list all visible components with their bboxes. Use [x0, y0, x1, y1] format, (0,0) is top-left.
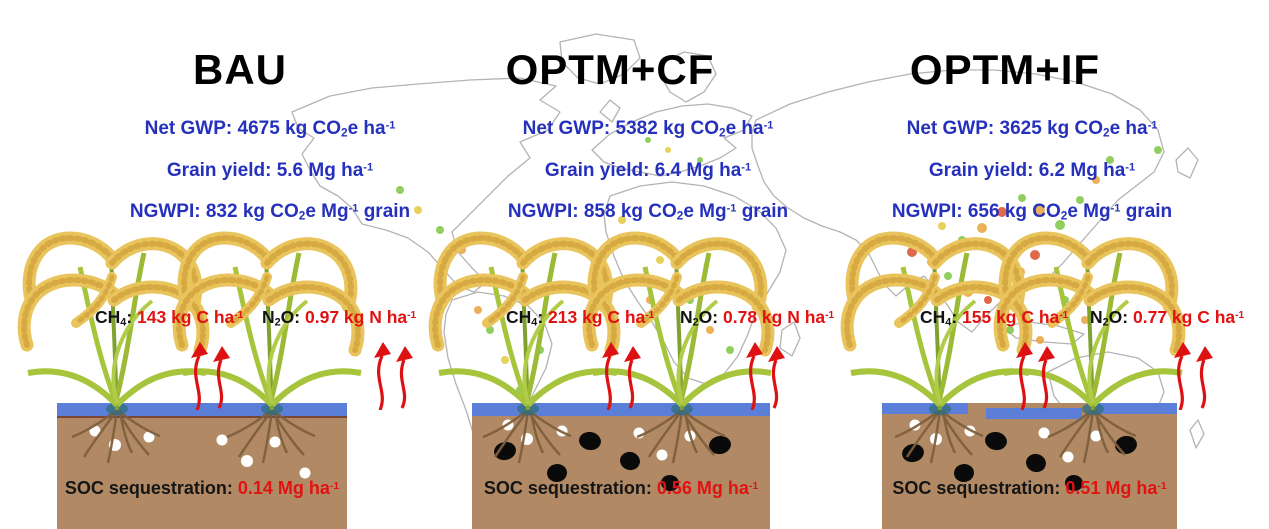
net-gwp-line: Net GWP: 3625 kg CO2e ha-1 [906, 118, 1158, 140]
continent-north-america [291, 77, 561, 293]
net-gwp-line: Net GWP: 4675 kg CO2e ha-1 [144, 118, 396, 140]
emission-arrows-icon [744, 340, 787, 410]
soil-block-optm-cf [472, 403, 770, 529]
stats-column-optm-if: Net GWP: 3625 kg CO2e ha-1 Grain yield: … [840, 119, 1224, 245]
soc-sequestration-optm-if: SOC sequestration: 0.51 Mg ha-1 [892, 478, 1167, 498]
soil-bubbles-and-organic-matter [494, 419, 731, 492]
emission-arrows-icon [1172, 340, 1215, 410]
ch4-label-optm-if: CH4: 155 kg C ha-1 [920, 307, 1069, 329]
n2o-label-bau: N2O: 0.97 kg N ha-1 [262, 307, 417, 329]
soc-sequestration-bau: SOC sequestration: 0.14 Mg ha-1 [64, 478, 340, 498]
island-new-zealand [1189, 419, 1205, 449]
region-scandinavia [659, 51, 717, 103]
stats-column-bau: Net GWP: 4675 kg CO2e ha-1 Grain yield: … [78, 119, 462, 245]
grain-yield-line: Grain yield: 6.2 Mg ha-1 [928, 160, 1136, 182]
panel-title-optm-if: OPTM+IF [909, 46, 1101, 93]
net-gwp-line: Net GWP: 5382 kg CO2e ha-1 [522, 118, 774, 140]
emission-arrows-icon [189, 340, 232, 410]
soil-bubbles [89, 425, 311, 479]
island-greenland [559, 33, 641, 85]
emission-arrows-icon [600, 340, 643, 410]
emission-arrows-icon [1014, 340, 1057, 410]
flood-water-segment [986, 408, 1082, 419]
soil-bubbles-and-organic-matter [902, 419, 1137, 492]
island-madagascar [779, 321, 801, 357]
island-britain [599, 99, 621, 123]
grain-yield-line: Grain yield: 6.4 Mg ha-1 [544, 160, 752, 182]
ngwpi-line: NGWPI: 858 kg CO2e Mg-1 grain [507, 201, 789, 223]
ngwpi-line: NGWPI: 656 kg CO2e Mg-1 grain [891, 201, 1173, 223]
flood-water-segment [1094, 403, 1177, 414]
ch4-label-bau: CH4: 143 kg C ha-1 [95, 307, 244, 329]
soil-block-optm-if [882, 403, 1177, 529]
flood-water-layer [472, 403, 770, 416]
panel-title-bau: BAU [193, 46, 287, 93]
soc-sequestration-optm-cf: SOC sequestration: 0.56 Mg ha-1 [483, 478, 759, 498]
organic-matter-blobs [494, 431, 731, 492]
continent-europe [591, 103, 753, 177]
n2o-label-optm-cf: N2O: 0.78 kg N ha-1 [680, 307, 835, 329]
panel-title-optm-cf: OPTM+CF [505, 46, 715, 93]
grain-yield-line: Grain yield: 5.6 Mg ha-1 [166, 160, 374, 182]
emission-arrows-icon [372, 340, 415, 410]
flood-water-segment [882, 403, 968, 414]
organic-matter-blobs [902, 431, 1137, 492]
stats-column-optm-cf: Net GWP: 5382 kg CO2e ha-1 Grain yield: … [456, 119, 840, 245]
ch4-label-optm-cf: CH4: 213 kg C ha-1 [506, 307, 655, 329]
ngwpi-line: NGWPI: 832 kg CO2e Mg-1 grain [129, 201, 411, 223]
island-japan [1175, 147, 1199, 179]
n2o-label-optm-if: N2O: 0.77 kg C ha-1 [1090, 307, 1245, 329]
